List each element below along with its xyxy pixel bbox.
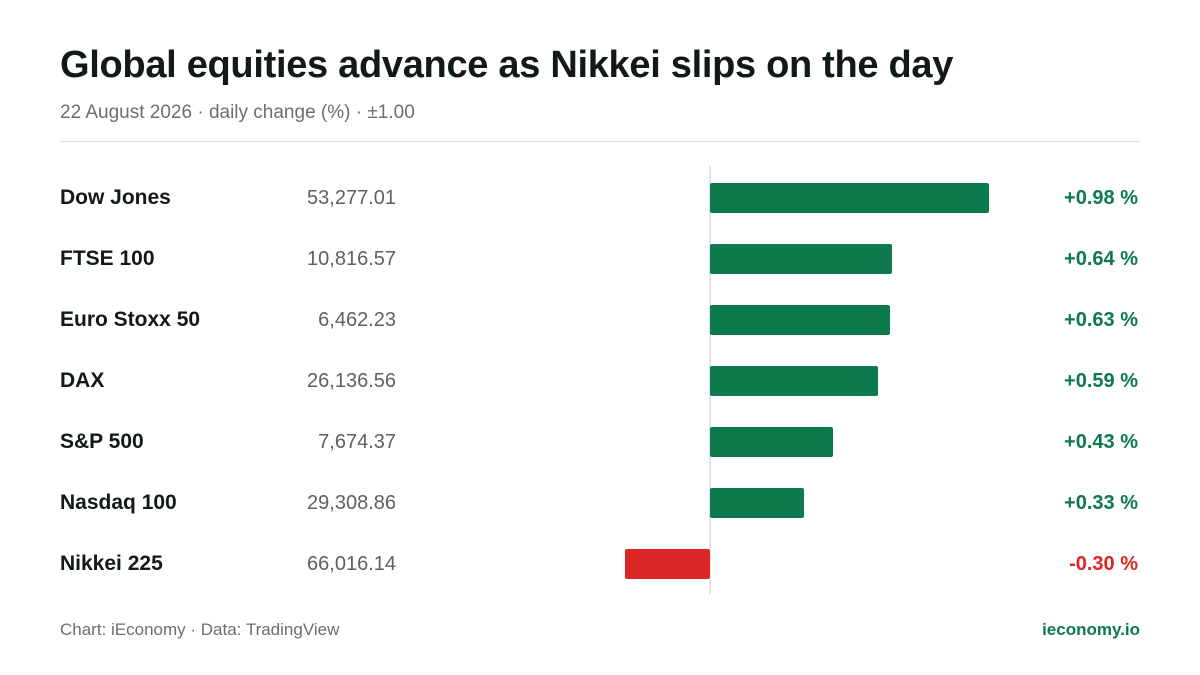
change-bar — [710, 366, 879, 396]
change-bar — [624, 549, 710, 579]
change-value-label: +0.33 % — [1064, 492, 1138, 514]
index-name: FTSE 100 — [60, 247, 155, 270]
index-level: 10,816.57 — [307, 248, 396, 270]
change-bar — [710, 183, 990, 213]
brand-link[interactable]: ieconomy.io — [1042, 620, 1140, 639]
index-name: Euro Stoxx 50 — [60, 308, 201, 331]
index-name: DAX — [60, 369, 105, 392]
index-level: 6,462.23 — [318, 309, 396, 331]
change-value-label: +0.63 % — [1064, 309, 1138, 331]
chart-title: Global equities advance as Nikkei slips … — [60, 44, 954, 86]
index-name: Nikkei 225 — [60, 552, 163, 575]
change-bar — [710, 305, 890, 335]
change-value-label: +0.64 % — [1064, 248, 1138, 270]
change-value-label: -0.30 % — [1069, 553, 1138, 575]
index-name: S&P 500 — [60, 430, 144, 453]
change-value-label: +0.43 % — [1064, 431, 1138, 453]
index-name: Dow Jones — [60, 186, 171, 209]
index-level: 29,308.86 — [307, 492, 396, 514]
index-name: Nasdaq 100 — [60, 491, 177, 514]
change-value-label: +0.98 % — [1064, 187, 1138, 209]
index-level: 7,674.37 — [318, 431, 396, 453]
index-level: 66,016.14 — [307, 553, 396, 575]
change-bar — [710, 488, 805, 518]
index-level: 26,136.56 — [307, 370, 396, 392]
index-level: 53,277.01 — [307, 187, 396, 209]
header-divider — [60, 141, 1140, 142]
change-bar — [710, 427, 833, 457]
source-credit: Chart: iEconomy · Data: TradingView — [60, 620, 340, 639]
change-bar — [710, 244, 893, 274]
change-value-label: +0.59 % — [1064, 370, 1138, 392]
chart-subtitle: 22 August 2026 · daily change (%) · ±1.0… — [60, 102, 415, 123]
